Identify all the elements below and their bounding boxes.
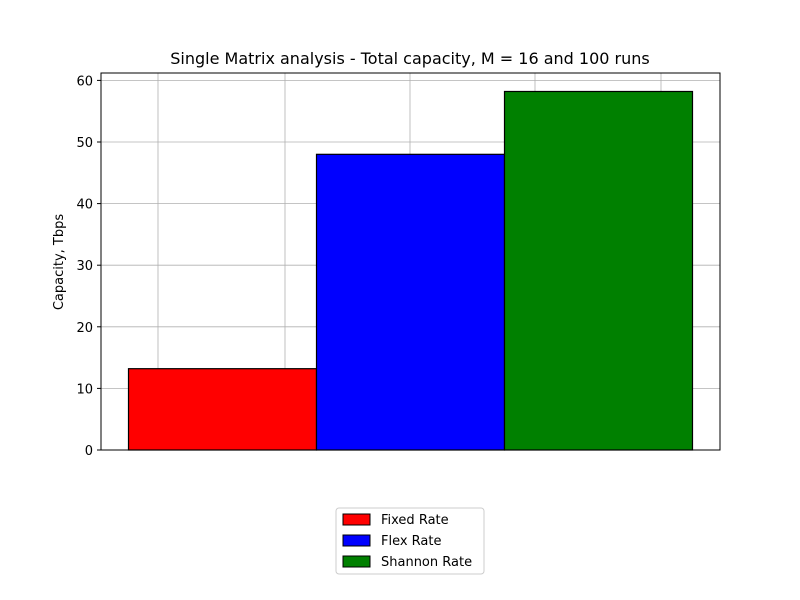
bar-shannon-rate [503,90,694,451]
legend-label: Shannon Rate [381,555,472,570]
legend-swatch [342,534,371,547]
y-tick-label: 10 [76,382,93,397]
chart-title: Single Matrix analysis - Total capacity,… [170,49,649,68]
y-tick-label: 50 [76,136,93,151]
legend-label: Flex Rate [381,534,442,549]
legend-swatch [342,513,371,526]
bar-fixed-rate [127,368,318,451]
y-tick-label: 0 [85,444,93,459]
legend-swatch [342,555,371,568]
bars [127,90,694,451]
y-tick-label: 60 [76,74,93,89]
y-axis: 0 10 20 30 40 50 60 [76,74,101,459]
plot-frame [100,72,721,451]
bar-flex-rate [315,153,506,451]
legend-label: Fixed Rate [381,513,449,528]
legend: Fixed Rate Flex Rate Shannon Rate [335,507,485,575]
y-tick-label: 20 [76,321,93,336]
y-tick-label: 40 [76,198,93,213]
legend-frame [335,507,485,575]
y-tick-label: 30 [76,259,93,274]
y-axis-label: Capacity, Tbps [52,214,67,311]
